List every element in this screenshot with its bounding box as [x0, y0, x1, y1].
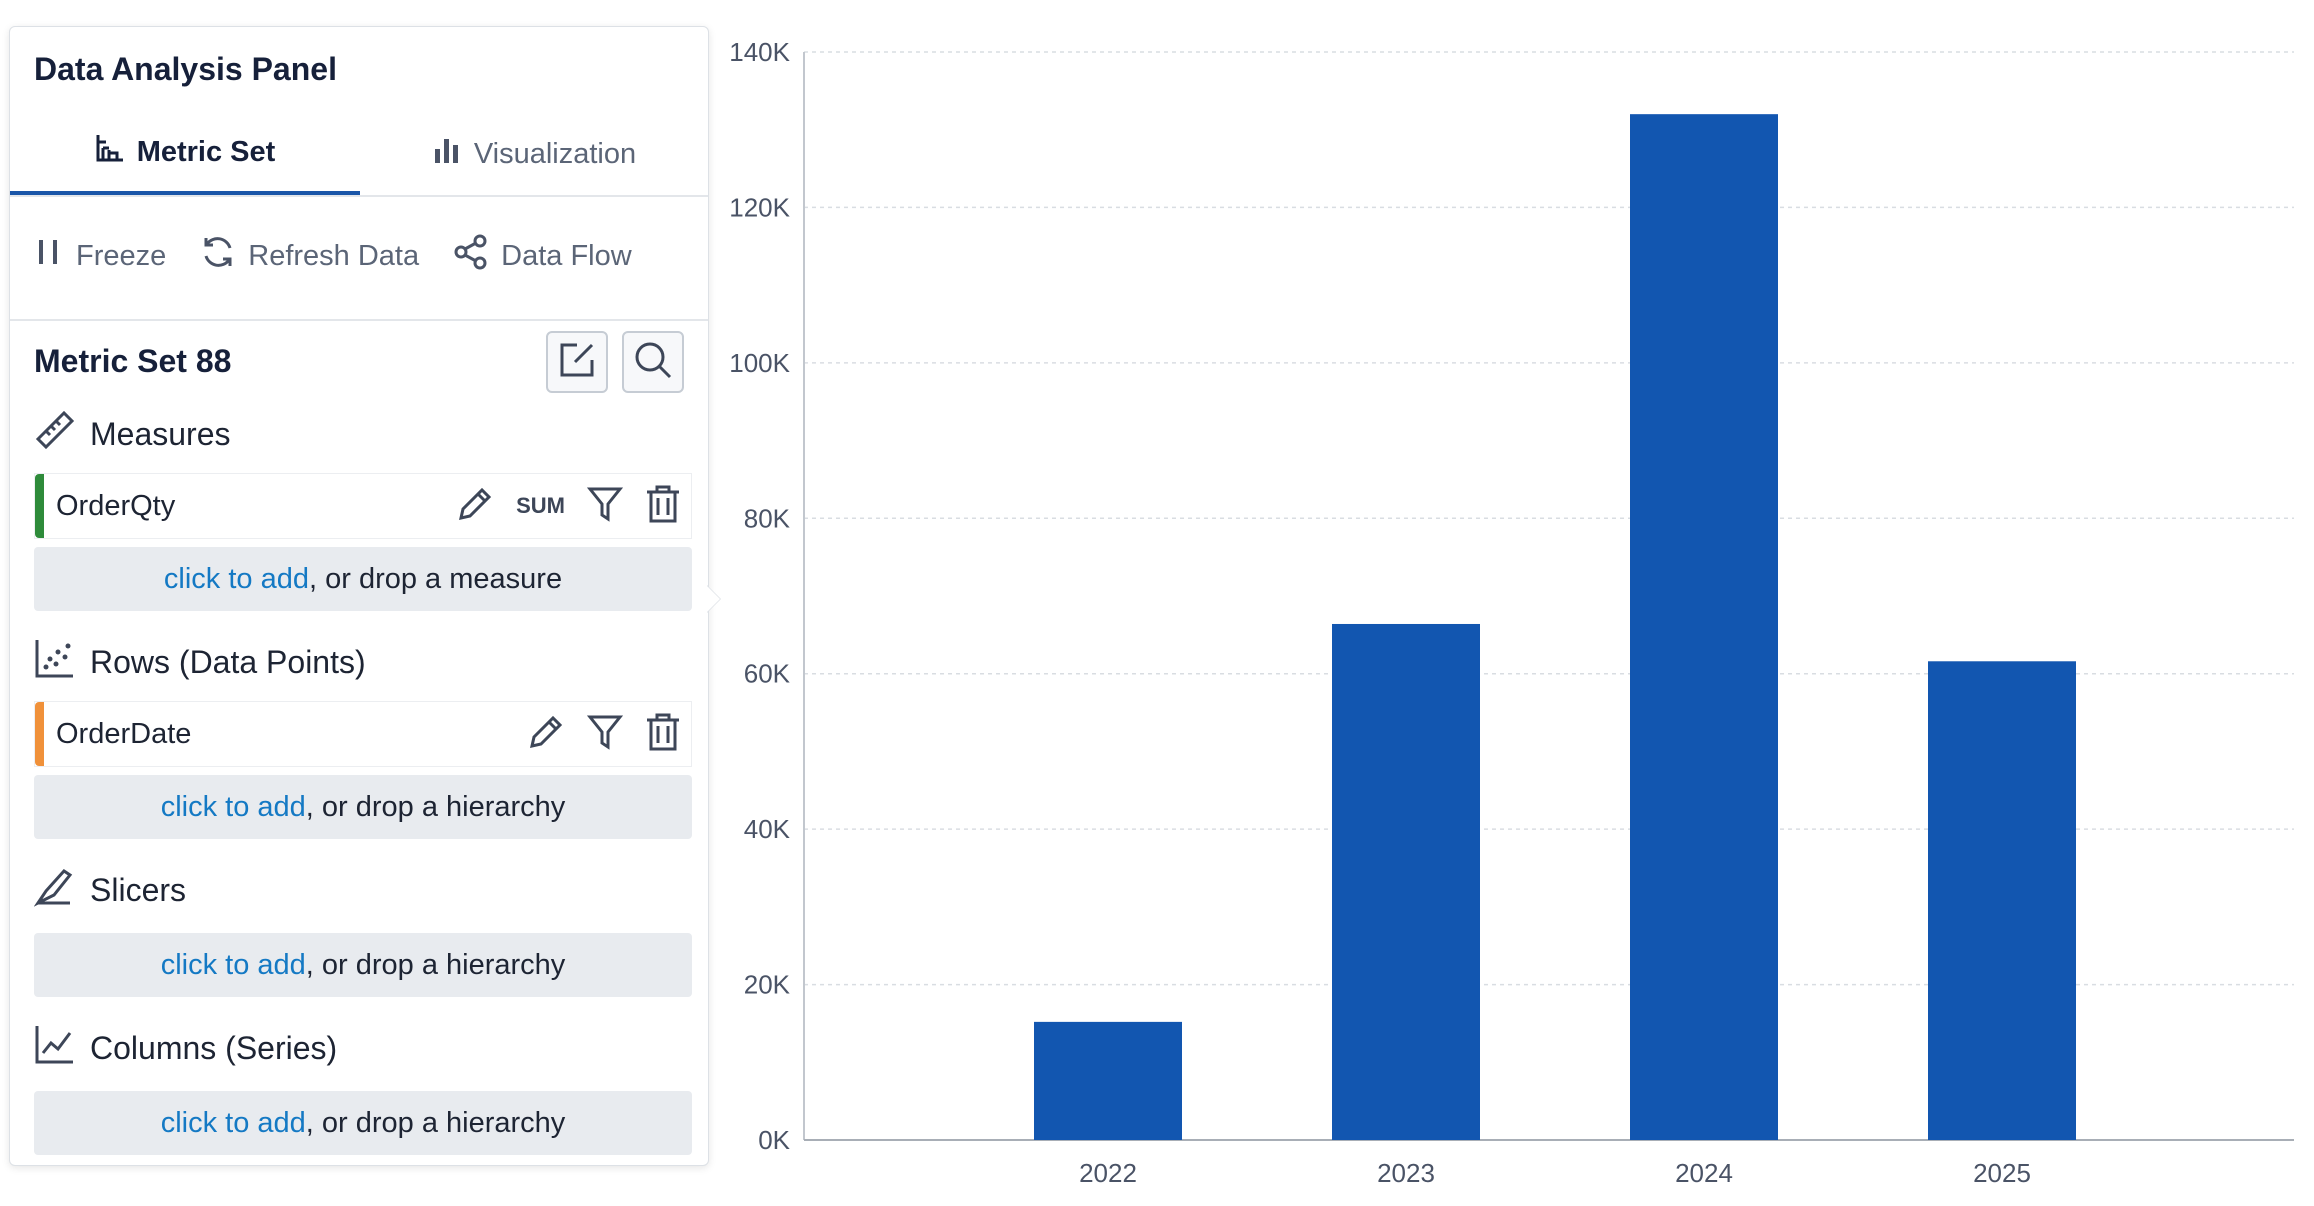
drop-hint: , or drop a measure — [309, 562, 563, 595]
measure-color-bar — [35, 474, 44, 538]
aggregation-button[interactable]: SUM — [516, 493, 565, 518]
line-chart-icon — [34, 1023, 76, 1073]
bar-2022[interactable] — [1034, 1021, 1182, 1140]
panel-pointer — [706, 585, 720, 613]
bar-2024[interactable] — [1630, 114, 1778, 1141]
pencil-icon[interactable] — [527, 713, 565, 756]
measures-label: Measures — [90, 415, 231, 452]
bar-chart-icon — [432, 135, 462, 173]
click-to-add-link[interactable]: click to add — [160, 948, 306, 981]
field-name: OrderDate — [56, 717, 192, 750]
panel-tabs: Metric Set Visualization — [10, 113, 708, 197]
share-nodes-icon — [453, 234, 489, 278]
row-color-bar — [35, 702, 44, 766]
drop-hint: , or drop a hierarchy — [305, 790, 566, 823]
columns-label: Columns (Series) — [90, 1029, 338, 1066]
x-tick-label: 2024 — [1675, 1158, 1733, 1188]
columns-section-header: Columns (Series) — [34, 1025, 337, 1071]
slicers-section-header: Slicers — [33, 865, 187, 915]
metric-set-title: Metric Set 88 — [34, 343, 232, 379]
y-tick-label: 60K — [744, 659, 791, 689]
row-field-orderdate[interactable]: OrderDate — [34, 701, 692, 767]
filter-icon[interactable] — [586, 485, 624, 528]
search-icon — [633, 340, 673, 385]
tab-visualization-label: Visualization — [473, 137, 637, 170]
filter-icon[interactable] — [586, 713, 624, 756]
trash-icon[interactable] — [645, 712, 681, 757]
click-to-add-link[interactable]: click to add — [160, 790, 306, 823]
y-tick-label: 40K — [744, 814, 791, 844]
y-tick-label: 100K — [729, 348, 790, 378]
ruler-icon — [34, 409, 76, 459]
bar-chart: 0K 20K 40K 60K 80K 100K 120K 140K 2022 2023 2024 20… — [729, 37, 2294, 1188]
columns-drop-zone[interactable]: click to add , or drop a hierarchy — [34, 1091, 692, 1155]
panel-title: Data Analysis Panel — [34, 51, 337, 87]
search-button[interactable] — [622, 331, 684, 393]
divider — [10, 319, 708, 321]
x-tick-label: 2023 — [1377, 1158, 1435, 1188]
trash-icon[interactable] — [645, 484, 681, 529]
metric-set-icon — [95, 133, 125, 171]
slicers-drop-zone[interactable]: click to add , or drop a hierarchy — [34, 933, 692, 997]
rows-section-header: Rows (Data Points) — [34, 639, 366, 685]
measure-field-orderqty[interactable]: OrderQty SUM — [34, 473, 692, 539]
drop-hint: , or drop a hierarchy — [305, 948, 566, 981]
refresh-data-label: Refresh Data — [248, 239, 420, 272]
scatter-icon — [34, 637, 76, 687]
data-analysis-panel: Data Analysis Panel Metric Set Visualiza… — [9, 26, 709, 1166]
field-name: OrderQty — [56, 489, 176, 522]
measures-drop-zone[interactable]: click to add , or drop a measure — [34, 547, 692, 611]
pencil-icon[interactable] — [456, 485, 494, 528]
y-tick-label: 140K — [729, 37, 790, 67]
x-tick-label: 2022 — [1079, 1158, 1137, 1188]
y-tick-label: 20K — [744, 970, 791, 1000]
knife-icon — [33, 865, 76, 915]
slicers-label: Slicers — [90, 871, 187, 908]
refresh-icon — [200, 234, 236, 278]
edit-button[interactable] — [546, 331, 608, 393]
y-tick-label: 80K — [744, 503, 791, 533]
click-to-add-link[interactable]: click to add — [163, 562, 309, 595]
bar-2025[interactable] — [1928, 661, 2076, 1140]
tab-metric-set-label: Metric Set — [136, 135, 276, 168]
bar-2023[interactable] — [1332, 623, 1480, 1140]
data-flow-button[interactable]: Data Flow — [453, 234, 632, 278]
rows-label: Rows (Data Points) — [90, 643, 366, 680]
freeze-label: Freeze — [76, 239, 167, 272]
rows-drop-zone[interactable]: click to add , or drop a hierarchy — [34, 775, 692, 839]
tab-visualization[interactable]: Visualization — [360, 113, 708, 195]
x-tick-label: 2025 — [1973, 1158, 2031, 1188]
measures-section-header: Measures — [34, 409, 231, 459]
data-flow-label: Data Flow — [501, 239, 632, 272]
y-tick-label: 0K — [758, 1125, 790, 1155]
refresh-data-button[interactable]: Refresh Data — [200, 234, 419, 278]
panel-toolbar: Freeze Refresh Data Data Flow — [34, 223, 632, 289]
click-to-add-link[interactable]: click to add — [160, 1106, 306, 1139]
y-tick-label: 120K — [729, 192, 790, 222]
freeze-button[interactable]: Freeze — [34, 237, 166, 275]
edit-square-icon — [557, 340, 597, 385]
pause-icon — [34, 237, 64, 275]
tab-metric-set[interactable]: Metric Set — [10, 113, 360, 195]
drop-hint: , or drop a hierarchy — [305, 1106, 566, 1139]
